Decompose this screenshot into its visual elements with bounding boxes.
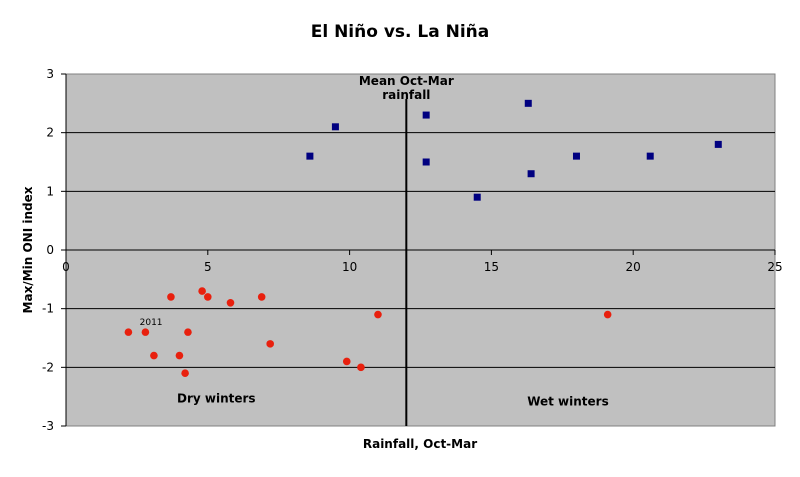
data-point-circle	[204, 293, 212, 301]
data-point-circle	[603, 310, 612, 319]
region-annotation: Wet winters	[527, 394, 609, 408]
data-point-square	[714, 140, 722, 148]
data-point-circle	[198, 287, 206, 295]
region-annotation: Dry winters	[177, 392, 256, 406]
y-tick-label: -3	[42, 419, 54, 433]
y-tick-label: 1	[46, 184, 54, 198]
mean-line-label: rainfall	[382, 88, 430, 102]
y-tick-label: -2	[42, 360, 54, 374]
data-point-circle	[226, 299, 235, 307]
data-point-circle	[257, 293, 266, 301]
data-point-square	[646, 152, 654, 160]
data-point-square	[306, 152, 314, 160]
data-point-square	[422, 158, 430, 166]
data-point-square	[524, 99, 532, 107]
point-annotation: 2011	[140, 318, 163, 328]
data-point-square	[572, 152, 580, 160]
x-axis-label: Rainfall, Oct-Mar	[363, 437, 477, 451]
data-point-circle	[357, 363, 365, 372]
mean-line-label: Mean Oct-Mar	[359, 74, 454, 88]
data-point-circle	[124, 328, 133, 336]
x-tick-label: 15	[484, 260, 499, 274]
data-point-square	[331, 123, 339, 131]
x-tick-label: 20	[626, 260, 641, 274]
data-point-circle	[181, 369, 189, 378]
data-point-circle	[184, 328, 192, 336]
y-tick-label: 0	[46, 243, 54, 257]
data-point-square	[527, 170, 535, 178]
data-point-circle	[175, 351, 184, 360]
data-point-circle	[374, 310, 382, 319]
chart-title: El Niño vs. La Niña	[311, 22, 490, 42]
data-point-square	[473, 193, 481, 201]
y-tick-label: -1	[42, 302, 54, 316]
data-point-circle	[141, 328, 150, 336]
data-point-square	[422, 111, 430, 119]
data-point-circle	[342, 357, 351, 366]
data-point-circle	[150, 351, 158, 360]
x-tick-label: 5	[204, 260, 212, 274]
data-point-circle	[167, 293, 175, 301]
y-tick-label: 3	[46, 67, 54, 81]
x-tick-label: 0	[62, 260, 70, 274]
y-axis-label: Max/Min ONI index	[21, 186, 35, 313]
y-tick-label: 2	[46, 126, 54, 140]
x-tick-label: 25	[767, 260, 782, 274]
data-point-circle	[266, 340, 274, 348]
x-tick-label: 10	[342, 260, 357, 274]
